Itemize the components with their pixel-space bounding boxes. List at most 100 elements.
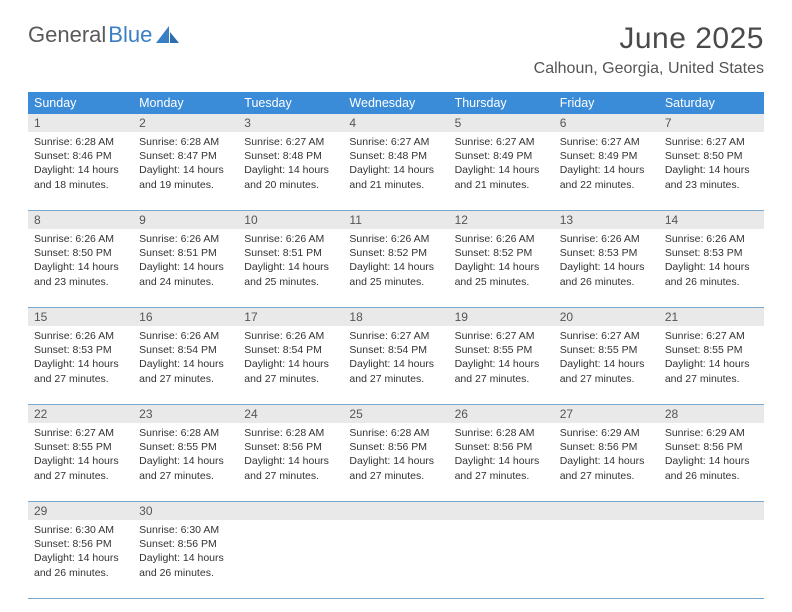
daylight-text: and 26 minutes. <box>665 275 758 289</box>
daylight-text: Daylight: 14 hours <box>455 454 548 468</box>
calendar-cell: Sunrise: 6:27 AMSunset: 8:54 PMDaylight:… <box>343 326 448 404</box>
daylight-text: Daylight: 14 hours <box>665 163 758 177</box>
day-number <box>659 502 764 520</box>
page: GeneralBlue June 2025 Calhoun, Georgia, … <box>0 0 792 609</box>
sunset-text: Sunset: 8:50 PM <box>34 246 127 260</box>
sunset-text: Sunset: 8:55 PM <box>34 440 127 454</box>
calendar-cell: Sunrise: 6:28 AMSunset: 8:47 PMDaylight:… <box>133 132 238 210</box>
brand-logo: GeneralBlue <box>28 22 180 48</box>
sunrise-text: Sunrise: 6:26 AM <box>349 232 442 246</box>
day-number: 1 <box>28 114 133 132</box>
daylight-text: Daylight: 14 hours <box>139 163 232 177</box>
daylight-text: and 27 minutes. <box>244 469 337 483</box>
day-number: 23 <box>133 405 238 423</box>
day-number: 14 <box>659 211 764 229</box>
day-number: 10 <box>238 211 343 229</box>
day-number: 6 <box>554 114 659 132</box>
calendar-cell: Sunrise: 6:29 AMSunset: 8:56 PMDaylight:… <box>659 423 764 501</box>
daylight-text: Daylight: 14 hours <box>244 454 337 468</box>
daylight-text: and 27 minutes. <box>349 372 442 386</box>
sunset-text: Sunset: 8:49 PM <box>455 149 548 163</box>
sunrise-text: Sunrise: 6:28 AM <box>34 135 127 149</box>
day-number-row: 891011121314 <box>28 211 764 229</box>
dow-saturday: Saturday <box>659 92 764 114</box>
daylight-text: Daylight: 14 hours <box>244 163 337 177</box>
daylight-text: Daylight: 14 hours <box>34 260 127 274</box>
day-of-week-header: Sunday Monday Tuesday Wednesday Thursday… <box>28 92 764 114</box>
day-number: 21 <box>659 308 764 326</box>
day-number-row: 15161718192021 <box>28 308 764 326</box>
sunrise-text: Sunrise: 6:29 AM <box>665 426 758 440</box>
sunset-text: Sunset: 8:55 PM <box>665 343 758 357</box>
daylight-text: and 27 minutes. <box>349 469 442 483</box>
sunrise-text: Sunrise: 6:30 AM <box>34 523 127 537</box>
daylight-text: and 25 minutes. <box>244 275 337 289</box>
daylight-text: Daylight: 14 hours <box>455 163 548 177</box>
brand-part1: General <box>28 22 106 48</box>
sunset-text: Sunset: 8:55 PM <box>560 343 653 357</box>
day-number <box>554 502 659 520</box>
sunrise-text: Sunrise: 6:26 AM <box>560 232 653 246</box>
week-row: Sunrise: 6:30 AMSunset: 8:56 PMDaylight:… <box>28 520 764 599</box>
sunrise-text: Sunrise: 6:27 AM <box>455 329 548 343</box>
day-number: 5 <box>449 114 554 132</box>
daylight-text: and 25 minutes. <box>455 275 548 289</box>
daylight-text: and 26 minutes. <box>139 566 232 580</box>
page-title: June 2025 <box>534 22 764 56</box>
week-row: Sunrise: 6:26 AMSunset: 8:53 PMDaylight:… <box>28 326 764 405</box>
calendar-cell: Sunrise: 6:26 AMSunset: 8:52 PMDaylight:… <box>343 229 448 307</box>
day-number: 27 <box>554 405 659 423</box>
sunrise-text: Sunrise: 6:26 AM <box>455 232 548 246</box>
day-number: 26 <box>449 405 554 423</box>
daylight-text: and 18 minutes. <box>34 178 127 192</box>
sunset-text: Sunset: 8:54 PM <box>349 343 442 357</box>
calendar-cell: Sunrise: 6:29 AMSunset: 8:56 PMDaylight:… <box>554 423 659 501</box>
daylight-text: Daylight: 14 hours <box>349 454 442 468</box>
daylight-text: and 26 minutes. <box>560 275 653 289</box>
daylight-text: Daylight: 14 hours <box>560 163 653 177</box>
day-number: 30 <box>133 502 238 520</box>
sunset-text: Sunset: 8:52 PM <box>349 246 442 260</box>
day-number: 7 <box>659 114 764 132</box>
sunset-text: Sunset: 8:55 PM <box>455 343 548 357</box>
calendar-body: 1234567Sunrise: 6:28 AMSunset: 8:46 PMDa… <box>28 114 764 599</box>
sunrise-text: Sunrise: 6:27 AM <box>244 135 337 149</box>
sunrise-text: Sunrise: 6:27 AM <box>34 426 127 440</box>
dow-thursday: Thursday <box>449 92 554 114</box>
calendar-cell: Sunrise: 6:28 AMSunset: 8:55 PMDaylight:… <box>133 423 238 501</box>
day-number <box>449 502 554 520</box>
calendar-cell: Sunrise: 6:26 AMSunset: 8:53 PMDaylight:… <box>659 229 764 307</box>
daylight-text: Daylight: 14 hours <box>244 260 337 274</box>
sunset-text: Sunset: 8:48 PM <box>349 149 442 163</box>
daylight-text: Daylight: 14 hours <box>349 357 442 371</box>
sunset-text: Sunset: 8:56 PM <box>349 440 442 454</box>
sunrise-text: Sunrise: 6:26 AM <box>34 329 127 343</box>
daylight-text: Daylight: 14 hours <box>34 454 127 468</box>
sunset-text: Sunset: 8:50 PM <box>665 149 758 163</box>
calendar-cell: Sunrise: 6:28 AMSunset: 8:56 PMDaylight:… <box>238 423 343 501</box>
daylight-text: Daylight: 14 hours <box>665 260 758 274</box>
week-row: Sunrise: 6:28 AMSunset: 8:46 PMDaylight:… <box>28 132 764 211</box>
sunset-text: Sunset: 8:51 PM <box>139 246 232 260</box>
daylight-text: Daylight: 14 hours <box>139 260 232 274</box>
calendar-cell: Sunrise: 6:30 AMSunset: 8:56 PMDaylight:… <box>133 520 238 598</box>
week-row: Sunrise: 6:26 AMSunset: 8:50 PMDaylight:… <box>28 229 764 308</box>
calendar-cell <box>449 520 554 598</box>
calendar-cell: Sunrise: 6:27 AMSunset: 8:55 PMDaylight:… <box>449 326 554 404</box>
daylight-text: and 19 minutes. <box>139 178 232 192</box>
sunrise-text: Sunrise: 6:26 AM <box>139 232 232 246</box>
day-number: 19 <box>449 308 554 326</box>
sunrise-text: Sunrise: 6:28 AM <box>139 135 232 149</box>
daylight-text: and 27 minutes. <box>34 372 127 386</box>
calendar-cell: Sunrise: 6:28 AMSunset: 8:56 PMDaylight:… <box>343 423 448 501</box>
daylight-text: Daylight: 14 hours <box>560 357 653 371</box>
sunset-text: Sunset: 8:53 PM <box>560 246 653 260</box>
sunset-text: Sunset: 8:46 PM <box>34 149 127 163</box>
calendar-cell: Sunrise: 6:30 AMSunset: 8:56 PMDaylight:… <box>28 520 133 598</box>
calendar-cell: Sunrise: 6:27 AMSunset: 8:48 PMDaylight:… <box>238 132 343 210</box>
day-number: 11 <box>343 211 448 229</box>
daylight-text: and 21 minutes. <box>349 178 442 192</box>
sunset-text: Sunset: 8:54 PM <box>139 343 232 357</box>
sunrise-text: Sunrise: 6:27 AM <box>349 135 442 149</box>
day-number: 3 <box>238 114 343 132</box>
